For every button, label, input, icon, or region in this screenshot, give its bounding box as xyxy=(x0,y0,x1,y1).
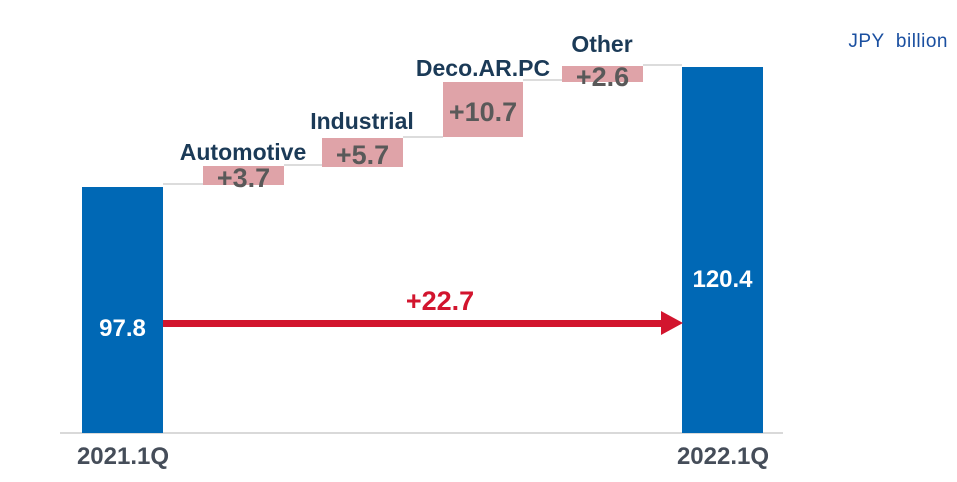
step-box-industrial: +5.7 xyxy=(322,138,403,170)
step-label-other: Other xyxy=(571,31,633,57)
arrow-right-icon xyxy=(661,311,683,335)
total-change-value: +22.7 xyxy=(405,286,475,316)
unit-label: JPY billion xyxy=(848,31,948,52)
step-label-industrial: Industrial xyxy=(310,108,414,134)
step-value-automotive: +3.7 xyxy=(216,163,271,193)
axis-baseline xyxy=(60,432,783,434)
connector-line xyxy=(284,164,322,166)
step-value-deco-ar-pc: +10.7 xyxy=(448,97,518,127)
connector-line xyxy=(163,183,203,185)
end-total-bar: 120.4 xyxy=(682,67,763,433)
connector-line xyxy=(643,64,682,66)
axis-label-start: 2021.1Q xyxy=(76,443,170,470)
start-bar-value: 97.8 xyxy=(99,315,146,342)
step-label-automotive: Automotive xyxy=(179,139,307,165)
connector-line xyxy=(403,136,443,138)
step-value-other: +2.6 xyxy=(575,61,630,92)
start-total-bar: 97.8 xyxy=(82,187,163,433)
step-box-automotive: +3.7 xyxy=(203,163,284,193)
step-box-other: +2.6 xyxy=(562,62,643,92)
step-label-deco-ar-pc: Deco.AR.PC xyxy=(415,55,551,81)
axis-label-end: 2022.1Q xyxy=(676,443,770,470)
end-bar-value: 120.4 xyxy=(692,266,753,293)
step-box-deco-ar-pc: +10.7 xyxy=(443,82,523,137)
connector-line xyxy=(523,79,562,81)
step-value-industrial: +5.7 xyxy=(335,140,390,170)
total-change-arrow-line xyxy=(163,320,663,327)
